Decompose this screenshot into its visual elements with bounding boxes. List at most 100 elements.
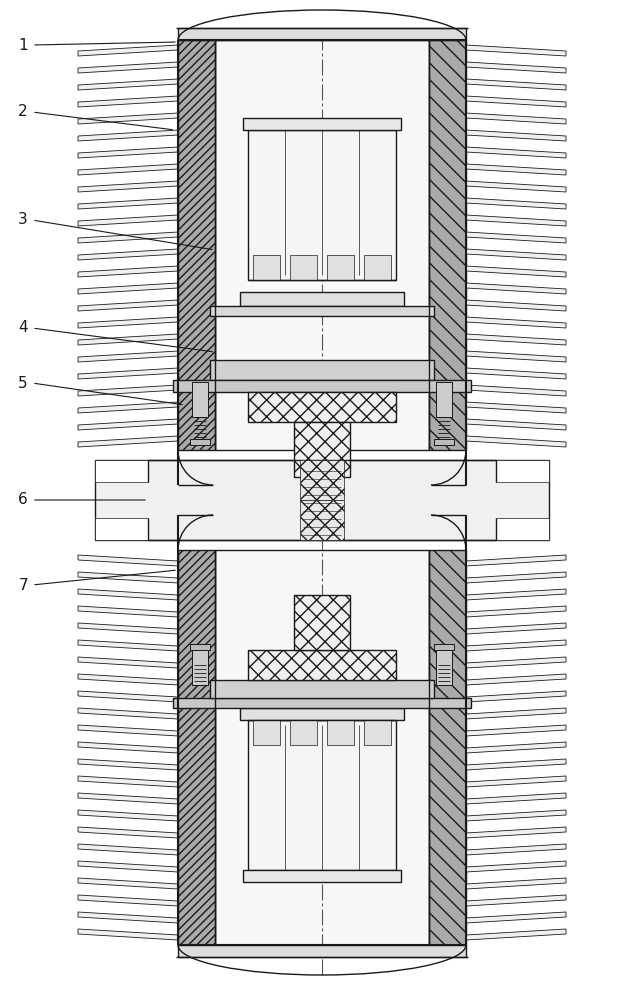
Polygon shape: [78, 385, 178, 396]
Polygon shape: [466, 793, 566, 804]
Polygon shape: [466, 198, 566, 209]
Polygon shape: [466, 45, 566, 56]
Polygon shape: [466, 130, 566, 141]
Polygon shape: [78, 640, 178, 651]
Polygon shape: [466, 283, 566, 294]
Polygon shape: [466, 351, 566, 362]
Polygon shape: [466, 674, 566, 685]
Polygon shape: [78, 810, 178, 821]
Bar: [173, 698, 471, 708]
Bar: [300, 460, 344, 500]
Bar: [248, 130, 396, 280]
Polygon shape: [466, 895, 566, 906]
Bar: [210, 680, 434, 698]
Polygon shape: [78, 79, 178, 90]
Bar: [178, 28, 466, 40]
Polygon shape: [78, 283, 178, 294]
Polygon shape: [466, 555, 566, 566]
Polygon shape: [78, 232, 178, 243]
Bar: [253, 720, 280, 745]
Polygon shape: [466, 334, 566, 345]
Bar: [436, 650, 452, 685]
Bar: [210, 306, 434, 316]
Polygon shape: [78, 844, 178, 855]
Polygon shape: [78, 589, 178, 600]
Bar: [327, 720, 354, 745]
Bar: [215, 550, 429, 945]
Polygon shape: [78, 895, 178, 906]
Polygon shape: [78, 300, 178, 311]
Polygon shape: [466, 708, 566, 719]
Text: 7: 7: [19, 578, 28, 592]
Polygon shape: [466, 181, 566, 192]
Bar: [178, 550, 215, 945]
Polygon shape: [466, 878, 566, 889]
Polygon shape: [466, 79, 566, 90]
Bar: [95, 518, 148, 540]
Polygon shape: [466, 606, 566, 617]
Polygon shape: [466, 300, 566, 311]
Polygon shape: [466, 657, 566, 668]
Polygon shape: [466, 215, 566, 226]
Polygon shape: [78, 725, 178, 736]
Polygon shape: [78, 45, 178, 56]
Polygon shape: [78, 198, 178, 209]
Bar: [248, 392, 396, 422]
Bar: [210, 360, 434, 380]
Polygon shape: [466, 147, 566, 158]
Polygon shape: [78, 419, 178, 430]
Bar: [364, 255, 391, 280]
Bar: [327, 255, 354, 280]
Polygon shape: [78, 793, 178, 804]
Text: 3: 3: [18, 213, 28, 228]
Bar: [178, 40, 215, 450]
Polygon shape: [466, 368, 566, 379]
Polygon shape: [466, 776, 566, 787]
Polygon shape: [466, 249, 566, 260]
Polygon shape: [466, 572, 566, 583]
Polygon shape: [466, 402, 566, 413]
Bar: [434, 644, 454, 650]
Polygon shape: [466, 827, 566, 838]
Bar: [248, 720, 396, 870]
Bar: [248, 650, 396, 680]
Polygon shape: [78, 606, 178, 617]
Polygon shape: [78, 181, 178, 192]
Bar: [240, 292, 404, 306]
Polygon shape: [78, 623, 178, 634]
Polygon shape: [78, 249, 178, 260]
Bar: [290, 720, 317, 745]
Polygon shape: [466, 266, 566, 277]
Polygon shape: [466, 623, 566, 634]
Bar: [300, 500, 344, 540]
Bar: [253, 255, 280, 280]
Bar: [496, 518, 549, 540]
Bar: [95, 460, 148, 482]
Polygon shape: [466, 810, 566, 821]
Bar: [178, 945, 466, 957]
Polygon shape: [466, 759, 566, 770]
Polygon shape: [466, 317, 566, 328]
Polygon shape: [466, 640, 566, 651]
Polygon shape: [78, 113, 178, 124]
Polygon shape: [466, 861, 566, 872]
Bar: [190, 439, 210, 445]
Polygon shape: [466, 691, 566, 702]
Polygon shape: [466, 725, 566, 736]
Bar: [496, 460, 549, 482]
Polygon shape: [466, 844, 566, 855]
Bar: [434, 439, 454, 445]
Bar: [243, 118, 401, 130]
Polygon shape: [78, 776, 178, 787]
Polygon shape: [466, 742, 566, 753]
Polygon shape: [78, 334, 178, 345]
Text: 6: 6: [18, 492, 28, 508]
Polygon shape: [466, 96, 566, 107]
Polygon shape: [78, 912, 178, 923]
Polygon shape: [78, 708, 178, 719]
Bar: [192, 382, 208, 417]
Text: 4: 4: [19, 320, 28, 336]
Polygon shape: [78, 317, 178, 328]
Bar: [429, 550, 466, 945]
Polygon shape: [466, 929, 566, 940]
